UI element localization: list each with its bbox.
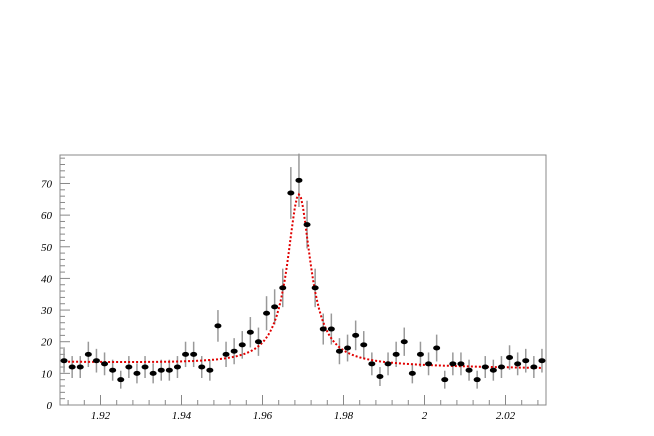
data-point xyxy=(522,358,530,364)
data-point xyxy=(238,342,246,348)
data-point xyxy=(473,377,481,383)
x-tick-label: 1.96 xyxy=(253,410,273,422)
data-point xyxy=(198,364,206,370)
data-point xyxy=(68,364,76,370)
data-point xyxy=(206,367,214,373)
data-point xyxy=(92,358,100,364)
data-point xyxy=(449,361,457,367)
data-point xyxy=(76,364,84,370)
data-point xyxy=(457,361,465,367)
data-point xyxy=(344,345,352,351)
data-point xyxy=(125,364,133,370)
y-tick-label: 60 xyxy=(41,210,53,222)
data-point xyxy=(230,348,238,354)
data-point xyxy=(327,326,335,332)
data-point xyxy=(433,345,441,351)
data-point xyxy=(303,222,311,228)
y-tick-label: 10 xyxy=(41,368,53,380)
data-point xyxy=(335,348,343,354)
y-tick-label: 30 xyxy=(40,305,53,317)
fit-curve xyxy=(64,192,543,369)
data-point xyxy=(489,367,497,373)
y-tick-label: 0 xyxy=(47,400,53,412)
data-point xyxy=(214,323,222,329)
data-point xyxy=(384,361,392,367)
data-point xyxy=(190,351,198,357)
data-point xyxy=(441,377,449,383)
data-point xyxy=(352,332,360,338)
data-point xyxy=(157,367,165,373)
y-tick-label: 20 xyxy=(41,337,53,349)
data-point xyxy=(360,342,368,348)
data-point xyxy=(182,351,190,357)
x-tick-label: 2.02 xyxy=(496,410,516,422)
y-tick-label: 50 xyxy=(41,242,53,254)
data-point xyxy=(295,177,303,183)
data-point xyxy=(117,377,125,383)
data-point xyxy=(101,361,109,367)
data-point xyxy=(368,361,376,367)
data-point xyxy=(506,355,514,361)
data-point xyxy=(425,361,433,367)
x-tick-label: 1.98 xyxy=(334,410,354,422)
data-point xyxy=(149,370,157,376)
data-point xyxy=(319,326,327,332)
data-point xyxy=(173,364,181,370)
y-tick-label: 70 xyxy=(41,178,53,190)
plot-frame xyxy=(59,154,547,406)
data-point xyxy=(376,374,384,380)
data-point xyxy=(497,364,505,370)
data-point xyxy=(254,339,262,345)
y-tick-label: 40 xyxy=(41,273,53,285)
data-point xyxy=(60,358,68,364)
x-tick-label: 1.92 xyxy=(91,410,111,422)
data-point xyxy=(465,367,473,373)
data-point xyxy=(222,351,230,357)
data-point xyxy=(133,370,141,376)
data-point xyxy=(530,364,538,370)
x-tick-label: 2 xyxy=(422,410,428,422)
x-tick-label: 1.94 xyxy=(172,410,192,422)
data-point xyxy=(141,364,149,370)
data-point xyxy=(416,351,424,357)
data-point xyxy=(514,361,522,367)
data-point xyxy=(109,367,117,373)
data-point xyxy=(165,367,173,373)
data-point xyxy=(287,190,295,196)
data-point xyxy=(84,351,92,357)
data-point xyxy=(400,339,408,345)
data-point xyxy=(263,310,271,316)
data-point xyxy=(279,285,287,291)
data-point xyxy=(481,364,489,370)
data-point xyxy=(538,358,546,364)
data-point xyxy=(311,285,319,291)
data-point xyxy=(271,304,279,310)
data-point xyxy=(392,351,400,357)
data-point xyxy=(246,329,254,335)
data-point xyxy=(408,370,416,376)
